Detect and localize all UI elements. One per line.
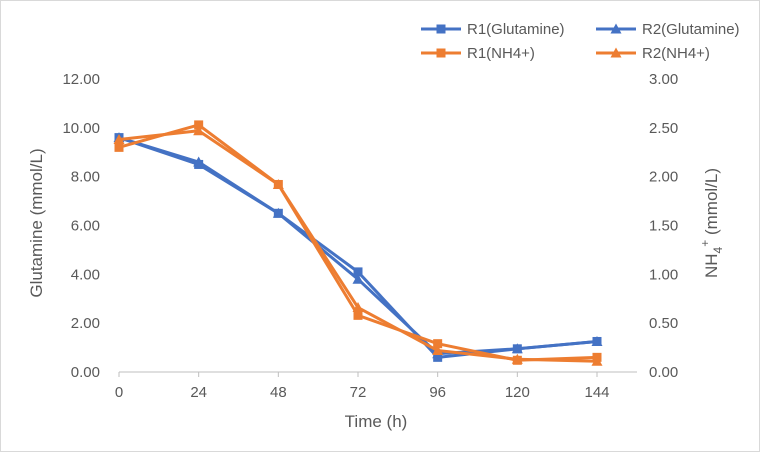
data-point — [194, 120, 204, 130]
x-tick-label: 24 — [190, 384, 207, 401]
legend-entry: R1(Glutamine) — [421, 21, 565, 38]
legend-entry: R2(NH4+) — [596, 45, 710, 62]
y-right-tick-label: 1.00 — [649, 266, 678, 283]
data-point — [114, 142, 124, 152]
legend-entry: R2(Glutamine) — [596, 21, 740, 38]
legend-marker — [436, 48, 446, 58]
data-point — [511, 353, 523, 364]
series-1 — [113, 132, 603, 359]
x-tick-label: 72 — [350, 384, 367, 401]
x-tick-label: 0 — [115, 384, 123, 401]
data-point — [511, 343, 523, 354]
legend-entry: R1(NH4+) — [421, 45, 535, 62]
series-line — [118, 136, 598, 356]
data-point — [591, 355, 603, 366]
legend-label: R1(NH4+) — [467, 45, 535, 62]
data-point — [193, 125, 205, 136]
y-left-tick-label: 8.00 — [71, 169, 100, 186]
y-axis-left-title: Glutamine (mmol/L) — [27, 148, 46, 297]
data-point — [433, 339, 443, 349]
data-point — [432, 345, 444, 356]
x-tick-label: 144 — [584, 384, 609, 401]
legend-marker — [610, 23, 622, 34]
y-left-tick-label: 4.00 — [71, 266, 100, 283]
series-0 — [114, 133, 602, 362]
data-point — [193, 156, 205, 167]
series-line — [118, 129, 598, 363]
nh4-superscript: + — [698, 240, 712, 247]
data-point — [353, 310, 363, 320]
x-tick-label: 96 — [429, 384, 446, 401]
legend: R1(Glutamine) R2(Glutamine) R1(NH4+) R2(NH4… — [421, 21, 740, 62]
x-axis-title: Time (h) — [345, 412, 408, 431]
data-point — [272, 207, 284, 218]
x-tick-label: 120 — [505, 384, 530, 401]
legend-label: R2(Glutamine) — [642, 21, 740, 38]
series-3 — [113, 125, 603, 366]
nh4-subscript: 4 — [711, 246, 725, 253]
legend-marker — [436, 24, 446, 34]
y-left-tick-label: 6.00 — [71, 218, 100, 235]
y-right-tick-label: 3.00 — [649, 71, 678, 88]
data-point — [352, 273, 364, 284]
legend-marker — [610, 47, 622, 58]
legend-label: R1(Glutamine) — [467, 21, 565, 38]
y-left-tick-label: 10.00 — [62, 120, 100, 137]
series-layer — [113, 120, 603, 366]
data-point — [272, 178, 284, 189]
y-right-tick-label: 0.50 — [649, 315, 678, 332]
legend-label: R2(NH4+) — [642, 45, 710, 62]
y-axis-right-title: NH4+ (mmol/L) — [698, 168, 725, 278]
y-left-tick-label: 2.00 — [71, 315, 100, 332]
data-point — [352, 302, 364, 313]
axes: 0 24 48 72 96 120 144 0.00 2.00 4.00 6.00 8.00 10.00… — [62, 71, 678, 401]
data-point — [591, 335, 603, 346]
y-left-tick-label: 0.00 — [71, 364, 100, 381]
data-point — [113, 134, 125, 145]
nh4-unit: (mmol/L) — [702, 168, 721, 240]
y-right-tick-label: 2.50 — [649, 120, 678, 137]
y-left-tick-label: 12.00 — [62, 71, 100, 88]
y-right-tick-label: 1.50 — [649, 218, 678, 235]
y-right-tick-label: 2.00 — [649, 169, 678, 186]
x-tick-label: 48 — [270, 384, 287, 401]
series-line — [118, 136, 598, 359]
data-point — [353, 267, 363, 277]
y-right-tick-label: 0.00 — [649, 364, 678, 381]
